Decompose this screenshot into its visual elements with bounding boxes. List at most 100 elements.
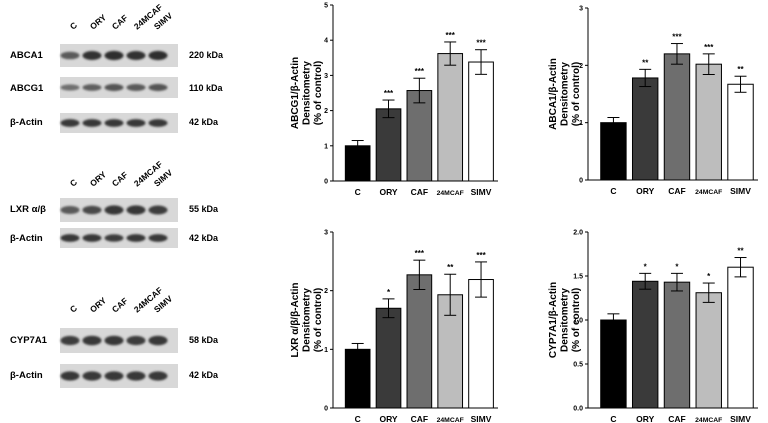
bar-24mcaf [437,53,464,182]
band [148,119,168,127]
y-axis-label-line: CYP7A1/β-Actin [548,282,559,358]
significance-marker: *** [476,251,486,260]
y-axis-label: ABCG1/β-ActinDensitometry(% of control) [290,57,324,129]
band [82,371,102,381]
protein-label: LXR α/β [10,204,46,215]
kda-label: 220 kDa [189,50,224,60]
y-tick-label: 0 [324,179,328,186]
significance-marker: *** [415,249,425,258]
y-axis-label: ABCA1/β-ActinDensitometry(% of control) [548,58,582,130]
y-axis-label-line: Densitometry [560,288,571,352]
y-tick-label: 1.0 [573,318,583,325]
band [126,234,146,242]
kda-label: 42 kDa [189,233,219,243]
y-axis-label: LXR α/β/β-ActinDensitometry(% of control… [290,282,324,357]
bar-ory [375,108,402,182]
y-axis-label-line: ABCA1/β-Actin [548,58,559,130]
band [82,205,102,215]
chart-1: 0 1 2 3 4 5 ABCG1/β-ActinDensitometry(% of con… [290,3,498,197]
y-axis-label-line: LXR α/β/β-Actin [290,282,301,357]
bar-ory [631,280,659,409]
significance-marker: *** [704,43,714,52]
x-tick-label-24mcaf: 24MCAF [437,417,464,423]
significance-marker: *** [415,67,425,76]
y-tick-label: 1 [324,347,328,354]
band [104,205,124,215]
band [148,234,168,242]
lane-label-c: C [68,20,79,32]
y-tick-label: 2 [579,63,583,70]
chart-2: 0 1 2 3 ABCA1/β-ActinDensitometry(% of contr… [548,6,758,196]
significance-marker: *** [384,89,394,98]
band [82,234,102,242]
bar-c [600,122,627,181]
significance-marker: *** [672,33,682,42]
y-tick-label: 3 [324,230,328,237]
band [82,51,102,60]
y-axis-label-line: Densitometry [302,288,313,352]
protein-label: ABCA1 [10,50,43,61]
blot-row-lxr-: LXR α/β 55 kDa [10,198,219,222]
band [60,84,80,91]
band [82,84,102,91]
bar-caf [406,90,433,182]
band [126,335,146,346]
band [60,206,80,214]
y-tick-label: 1 [324,143,328,150]
significance-marker: *** [476,39,486,48]
significance-marker: * [387,288,391,297]
band [60,51,80,60]
band [126,371,146,381]
protein-label: β-Actin [10,370,43,381]
bar-simv [727,266,754,409]
y-tick-label: 2 [324,288,328,295]
x-tick-label-c: C [610,414,616,423]
kda-label: 42 kDa [189,370,219,380]
significance-marker: ** [737,247,744,256]
x-tick-label-24mcaf: 24MCAF [695,417,722,423]
y-axis-label: CYP7A1/β-ActinDensitometry(% of control) [548,282,582,358]
y-tick-label: 1.5 [573,274,583,281]
band [104,119,124,127]
kda-label: 110 kDa [189,83,224,93]
significance-marker: * [644,262,648,271]
bar-c [600,319,627,409]
x-tick-label-simv: SIMV [730,414,751,423]
y-tick-label: 3 [579,6,583,13]
x-tick-label-caf: CAF [411,414,428,423]
y-axis-label-line: Densitometry [560,62,571,126]
y-tick-label: 4 [324,38,328,45]
x-tick-label-simv: SIMV [471,187,492,197]
protein-label: ABCG1 [10,83,44,94]
kda-label: 42 kDa [189,117,219,127]
y-axis-label-line: ABCG1/β-Actin [290,57,301,129]
y-tick-label: 0.0 [573,406,583,413]
band [148,335,168,346]
blot-row-cyp7a1: CYP7A1 58 kDa [10,328,219,353]
bar-caf [663,53,691,181]
lane-label-c: C [68,303,79,315]
band [148,50,168,61]
y-axis-label-line: (% of control) [571,288,582,352]
band [126,205,146,215]
y-axis-label-line: (% of control) [571,62,582,126]
band [148,371,168,381]
chart-4: 0.0 0.5 1.0 1.5 2.0 CYP7A1/β-ActinDensitometr… [548,230,758,423]
lane-label-c: C [68,177,79,189]
bar-c [344,348,371,409]
significance-marker: ** [447,263,454,272]
band [60,234,80,242]
y-tick-label: 2.0 [573,230,583,237]
bar-caf [663,281,691,409]
y-tick-label: 0 [324,406,328,413]
protein-label: CYP7A1 [10,335,48,346]
blot-row-abcg1: ABCG1 110 kDa [10,77,224,98]
significance-marker: * [675,262,679,271]
y-axis-label-line: (% of control) [313,61,324,125]
x-tick-label-simv: SIMV [471,414,492,423]
band [148,83,168,92]
protein-label: β-Actin [10,117,43,128]
